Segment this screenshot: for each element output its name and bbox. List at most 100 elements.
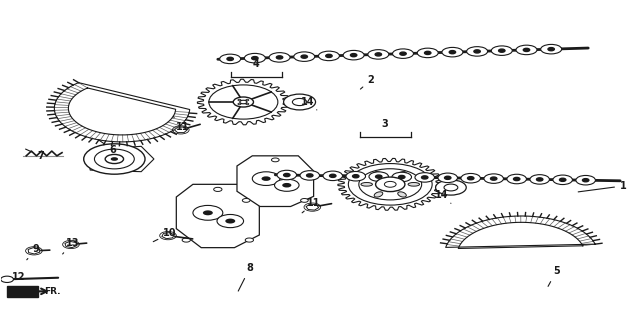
Circle shape [284,94,316,110]
Text: 2: 2 [360,75,374,89]
Circle shape [225,218,236,224]
Circle shape [275,179,299,191]
Ellipse shape [369,172,388,181]
Ellipse shape [368,50,389,59]
Text: 11: 11 [302,198,321,213]
Ellipse shape [346,171,365,181]
Circle shape [536,178,543,181]
Circle shape [330,174,336,177]
Ellipse shape [343,50,364,60]
Ellipse shape [397,192,406,197]
Polygon shape [28,248,40,254]
Circle shape [376,175,382,178]
Circle shape [292,99,307,106]
Polygon shape [90,146,154,172]
Circle shape [301,198,308,202]
Circle shape [252,57,258,60]
Circle shape [326,54,332,58]
Circle shape [444,184,458,191]
Ellipse shape [467,47,488,56]
Circle shape [301,55,307,58]
Circle shape [105,155,124,163]
Circle shape [422,176,428,179]
Polygon shape [306,204,319,210]
Circle shape [499,49,505,52]
Polygon shape [338,158,443,210]
Text: 4: 4 [253,59,259,69]
Polygon shape [176,184,259,248]
Circle shape [203,210,213,215]
Text: 10: 10 [153,228,177,242]
Circle shape [353,175,359,178]
Polygon shape [174,127,187,133]
Circle shape [348,163,432,205]
Ellipse shape [408,183,420,186]
Circle shape [399,176,405,179]
Ellipse shape [374,192,383,197]
Text: 11: 11 [173,116,189,132]
Circle shape [262,176,271,181]
Circle shape [375,53,381,56]
Polygon shape [445,216,595,248]
Circle shape [217,214,244,228]
Text: 5: 5 [548,266,559,287]
Circle shape [400,52,406,55]
Circle shape [227,57,234,60]
Circle shape [193,205,223,220]
Text: 14: 14 [300,97,317,110]
Ellipse shape [374,172,383,177]
Circle shape [238,99,241,101]
Circle shape [271,158,279,162]
Ellipse shape [323,171,342,181]
Circle shape [376,177,405,192]
Ellipse shape [507,174,527,184]
Ellipse shape [438,173,458,183]
Circle shape [385,182,396,187]
Ellipse shape [553,175,572,184]
Circle shape [233,97,253,107]
Circle shape [84,144,145,174]
Circle shape [424,51,431,54]
Text: 8: 8 [238,263,253,291]
Ellipse shape [277,170,296,180]
Polygon shape [162,232,174,239]
Ellipse shape [220,54,241,64]
Text: 9: 9 [27,244,39,260]
Ellipse shape [417,48,438,58]
Circle shape [351,53,357,57]
Circle shape [467,176,474,180]
Polygon shape [237,156,314,206]
Circle shape [243,198,250,202]
Text: 13: 13 [63,238,79,254]
Circle shape [524,48,530,52]
Circle shape [513,177,520,181]
Polygon shape [197,79,289,125]
Ellipse shape [392,172,412,182]
Polygon shape [65,241,77,248]
Circle shape [282,183,291,188]
Circle shape [246,103,249,105]
Text: FR.: FR. [44,287,61,295]
Polygon shape [54,83,189,142]
Circle shape [559,178,566,181]
Circle shape [209,85,278,119]
Circle shape [276,56,283,59]
Ellipse shape [415,173,435,182]
Ellipse shape [541,45,562,54]
Ellipse shape [484,174,504,183]
Circle shape [111,157,118,161]
Text: 7: 7 [26,149,44,161]
Circle shape [582,179,589,182]
Circle shape [246,99,249,101]
Circle shape [252,172,280,185]
Circle shape [214,187,222,191]
Text: 1: 1 [578,181,627,192]
Text: 3: 3 [382,119,388,129]
Circle shape [182,238,191,242]
Ellipse shape [300,171,319,180]
Ellipse shape [516,45,537,55]
Circle shape [245,238,253,242]
Circle shape [238,103,241,105]
Circle shape [95,149,134,169]
Text: 12: 12 [12,272,26,287]
